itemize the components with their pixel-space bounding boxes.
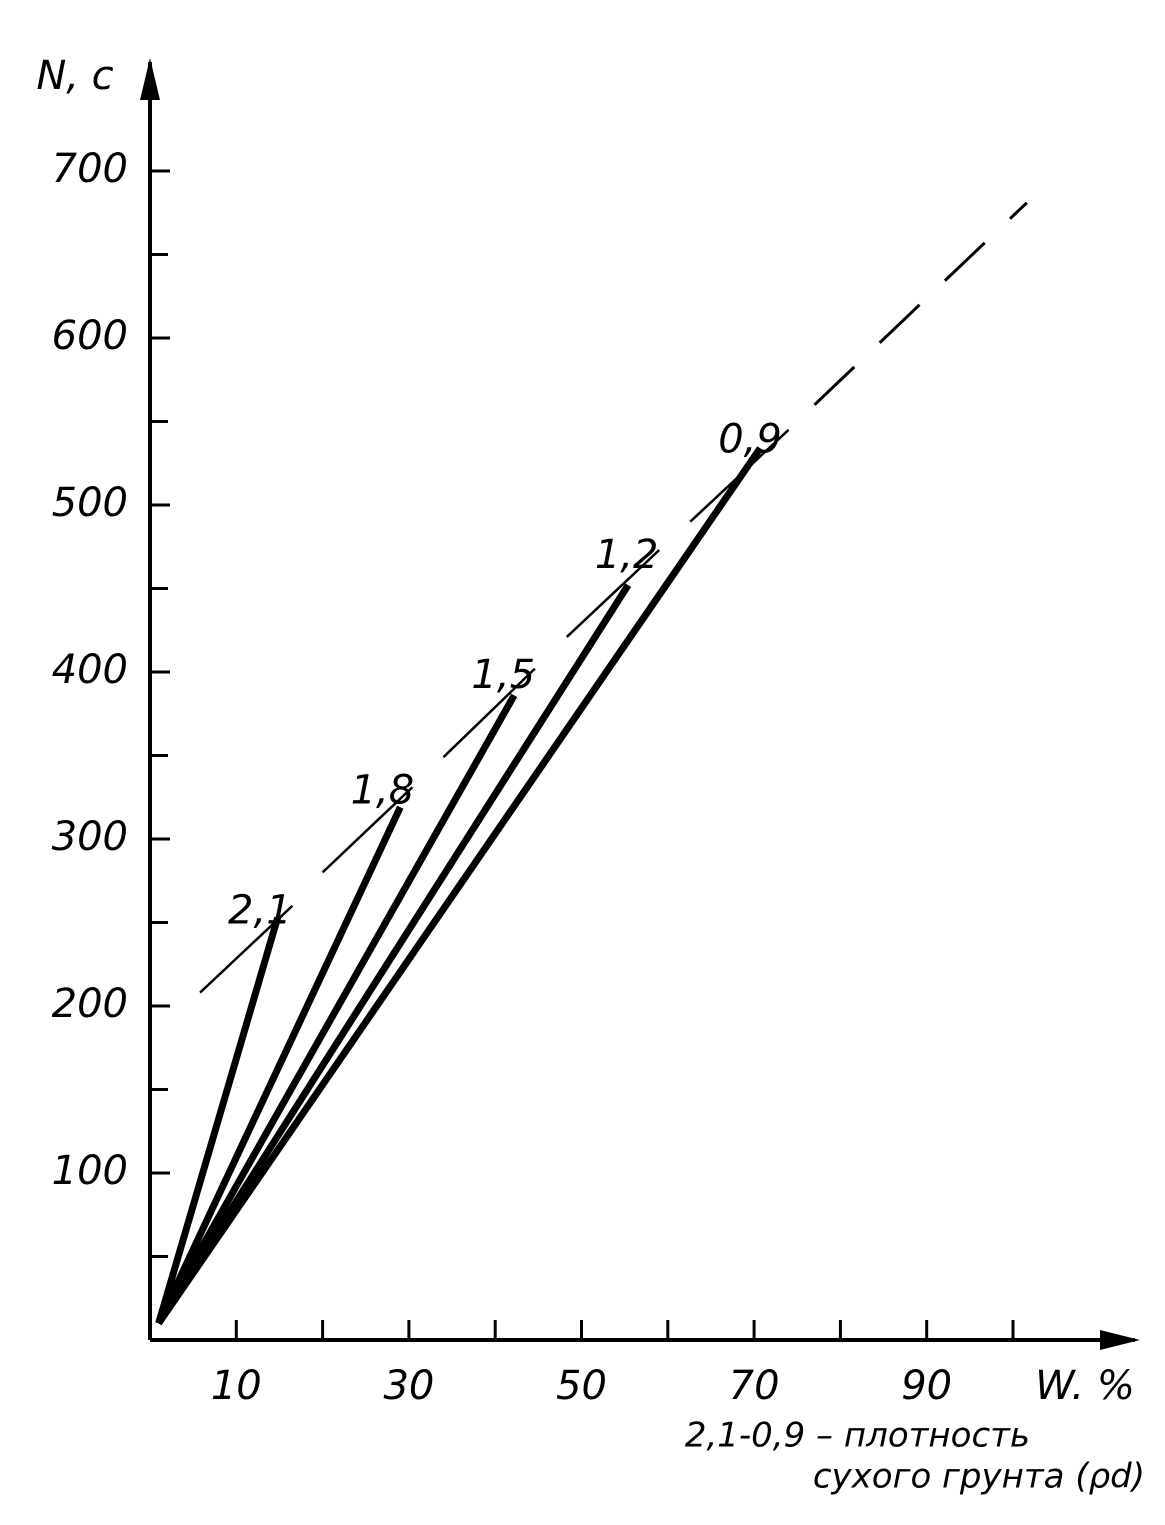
x-tick-label: 30 <box>383 1363 434 1409</box>
y-tick-label: 600 <box>52 313 128 359</box>
series-line <box>155 583 632 1326</box>
x-tick-label: 90 <box>901 1363 952 1409</box>
tangent-line <box>442 667 536 759</box>
series-line <box>155 805 404 1325</box>
series-label: 1,2 <box>595 532 659 578</box>
note: 2,1-0,9 – плотность <box>685 1416 1030 1456</box>
series-line <box>155 446 764 1326</box>
tangent-line <box>199 904 294 994</box>
series-label: 0,9 <box>718 417 782 463</box>
x-tick-label: 50 <box>556 1363 607 1409</box>
y-arrow <box>140 58 160 100</box>
y-tick-label: 300 <box>52 814 128 860</box>
dashed-line <box>813 201 1028 406</box>
series-line <box>155 916 282 1325</box>
y-tick-label: 700 <box>52 146 128 192</box>
x-tick-label: 10 <box>211 1363 262 1409</box>
tangent-line <box>321 786 414 874</box>
series-label: 1,8 <box>351 767 415 813</box>
note: сухого грунта (ρd) <box>813 1457 1145 1497</box>
tangent-line <box>689 428 790 523</box>
series-label: 1,5 <box>471 652 535 698</box>
x-arrow <box>1100 1330 1140 1350</box>
y-tick-label: 500 <box>52 480 128 526</box>
y-axis-label: N, c <box>36 53 113 99</box>
series-line <box>155 693 518 1326</box>
x-tick-label: 70 <box>729 1363 780 1409</box>
y-tick-label: 100 <box>52 1148 128 1194</box>
y-tick-label: 400 <box>52 647 128 693</box>
y-tick-label: 200 <box>52 981 128 1027</box>
series-label: 2,1 <box>228 888 292 934</box>
x-axis-label: W. % <box>1035 1363 1135 1409</box>
tangent-line <box>565 549 661 638</box>
